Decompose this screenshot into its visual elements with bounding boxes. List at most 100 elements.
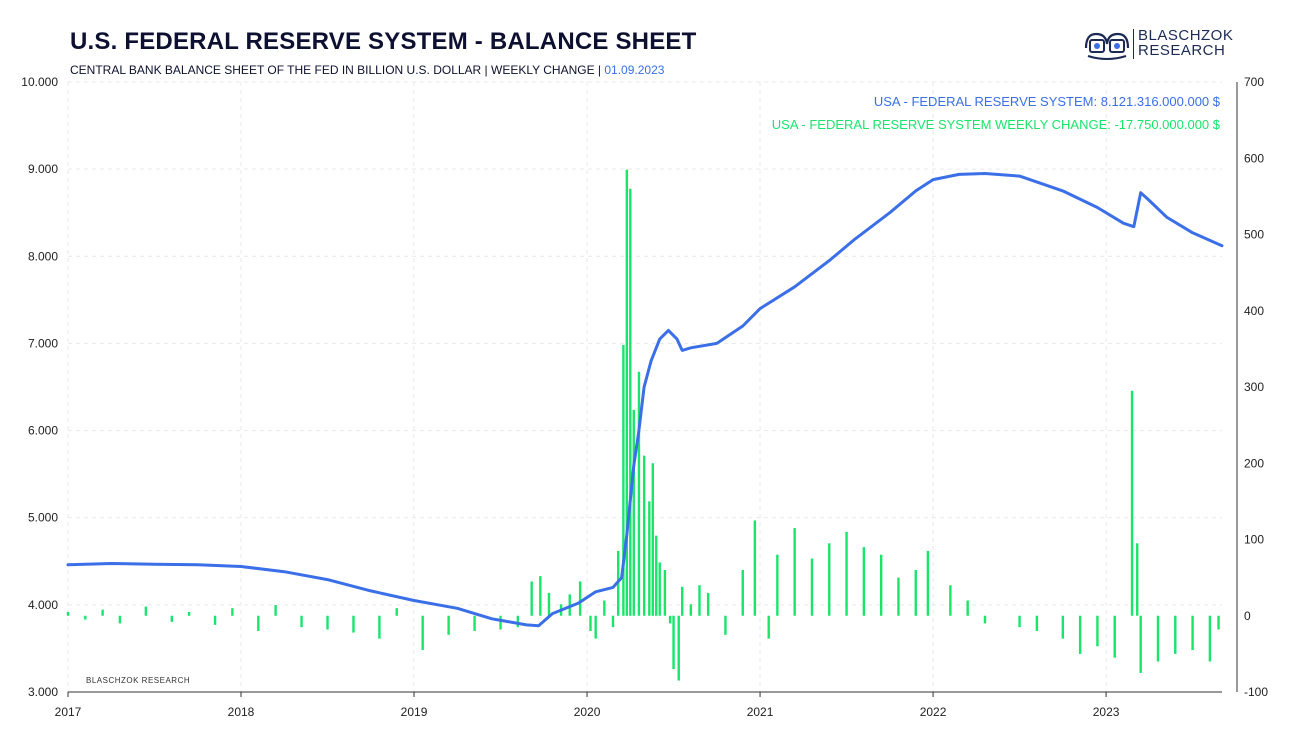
weekly-change-bar <box>668 615 672 624</box>
weekly-change-bar <box>879 554 883 616</box>
weekly-change-bar <box>1096 615 1099 647</box>
logo-word-2: RESEARCH <box>1138 42 1226 59</box>
x-tick-label: 2020 <box>574 705 601 719</box>
weekly-change-bar <box>706 592 710 616</box>
watermark: BLASCHZOK RESEARCH <box>86 676 190 685</box>
weekly-change-bar <box>473 615 476 631</box>
weekly-change-bar <box>231 608 234 616</box>
weekly-change-bar <box>793 528 796 616</box>
y-right-tick-label: 200 <box>1244 456 1264 470</box>
y-right-tick-label: 600 <box>1244 151 1264 165</box>
weekly-change-bar <box>651 463 654 616</box>
weekly-change-bar <box>1174 615 1177 654</box>
y-left-tick-label: 5.000 <box>28 511 58 525</box>
weekly-change-bar <box>776 554 779 616</box>
x-tick-label: 2023 <box>1093 705 1120 719</box>
y-right-tick-label: 300 <box>1244 380 1264 394</box>
weekly-change-bar <box>66 611 70 616</box>
logo-word-1: BLASCHZOK <box>1138 27 1234 44</box>
weekly-change-bar <box>625 169 629 616</box>
weekly-change-bar <box>741 570 744 616</box>
y-right-tick-label: 0 <box>1244 609 1251 623</box>
weekly-change-bar <box>862 547 866 616</box>
weekly-change-bar <box>658 562 661 616</box>
weekly-change-bar <box>767 615 770 639</box>
weekly-change-bar <box>530 581 533 616</box>
weekly-change-bar <box>84 615 87 620</box>
legend-balance: USA - FEDERAL RESERVE SYSTEM: 8.121.316.… <box>874 94 1221 109</box>
weekly-change-bar <box>1061 615 1065 639</box>
subtitle-text: CENTRAL BANK BALANCE SHEET OF THE FED IN… <box>70 63 605 77</box>
y-left-tick-label: 10.000 <box>21 75 58 89</box>
subtitle-date: 01.09.2023 <box>604 63 665 77</box>
weekly-change-bar <box>914 570 917 616</box>
weekly-change-bar <box>1156 615 1160 662</box>
weekly-change-bar <box>1035 615 1039 631</box>
weekly-change-bar <box>118 615 122 624</box>
logo-icon <box>1084 32 1130 60</box>
y-left-tick-label: 4.000 <box>28 598 58 612</box>
weekly-change-bar <box>1018 615 1021 628</box>
weekly-change-bar <box>516 615 520 628</box>
weekly-change-bar <box>326 615 329 630</box>
y-right-tick-label: 500 <box>1244 228 1264 242</box>
y-right-tick-label: 700 <box>1244 75 1264 89</box>
y-right-tick-label: 100 <box>1244 533 1264 547</box>
weekly-change-bar <box>274 605 277 616</box>
weekly-change-bar <box>547 592 551 616</box>
weekly-change-bar <box>677 615 680 681</box>
tick-labels: 3.000 4.000 5.000 6.000 7.000 8.000 9.000 10.00… <box>21 75 1268 719</box>
chart-title: U.S. FEDERAL RESERVE SYSTEM - BALANCE SH… <box>70 28 697 55</box>
weekly-change-bar <box>1113 615 1116 658</box>
weekly-change-bar <box>983 615 987 624</box>
y-left-tick-label: 6.000 <box>28 424 58 438</box>
weekly-change-bar <box>611 615 615 628</box>
logo-divider <box>1133 29 1134 59</box>
weekly-change-bar <box>352 615 355 633</box>
weekly-change-bar <box>655 535 658 616</box>
y-left-tick-label: 3.000 <box>28 685 58 699</box>
y-left-tick-label: 7.000 <box>28 336 58 350</box>
weekly-change-bar <box>1130 390 1134 616</box>
weekly-change-bar <box>724 615 727 635</box>
weekly-change-bar <box>648 501 651 616</box>
weekly-change-bar <box>578 581 582 616</box>
weekly-change-bar <box>300 615 303 628</box>
weekly-change-bar <box>421 615 424 651</box>
weekly-change-bar <box>698 585 701 616</box>
weekly-change-bar <box>539 576 542 616</box>
weekly-change-bar <box>213 615 217 625</box>
weekly-change-bar <box>637 371 641 616</box>
weekly-change-bar <box>828 543 831 616</box>
y-left-tick-label: 9.000 <box>28 162 58 176</box>
weekly-change-bar <box>257 615 260 631</box>
weekly-change-bar <box>1078 615 1082 654</box>
weekly-change-bar <box>101 609 104 616</box>
weekly-change-bar <box>753 520 757 616</box>
weekly-change-bar <box>1208 615 1212 662</box>
weekly-change-bar <box>629 188 632 616</box>
weekly-change-bar <box>949 585 952 616</box>
weekly-change-bar <box>378 615 381 639</box>
weekly-change-bar <box>1217 615 1220 630</box>
weekly-change-bar <box>1136 543 1139 616</box>
weekly-change-bar <box>144 606 148 616</box>
y-right-tick-label: -100 <box>1244 685 1268 699</box>
x-tick-label: 2021 <box>747 705 774 719</box>
weekly-change-bar <box>622 345 625 616</box>
weekly-change-bar <box>594 615 597 639</box>
brand-logo: BLASCHZOK RESEARCH <box>1084 26 1244 62</box>
weekly-change-bar <box>447 615 450 635</box>
weekly-change-bar <box>499 615 502 630</box>
chart-subtitle: CENTRAL BANK BALANCE SHEET OF THE FED IN… <box>70 63 664 77</box>
weekly-change-bar <box>966 600 969 616</box>
x-tick-label: 2017 <box>55 705 82 719</box>
legend-weekly-change: USA - FEDERAL RESERVE SYSTEM WEEKLY CHAN… <box>772 117 1221 132</box>
y-left-tick-label: 8.000 <box>28 249 58 263</box>
weekly-change-bars <box>66 169 1220 681</box>
weekly-change-bar <box>1139 615 1142 673</box>
weekly-change-bar <box>1191 615 1194 651</box>
axes <box>67 82 1238 697</box>
weekly-change-bar <box>926 550 930 616</box>
weekly-change-bar <box>187 611 191 616</box>
